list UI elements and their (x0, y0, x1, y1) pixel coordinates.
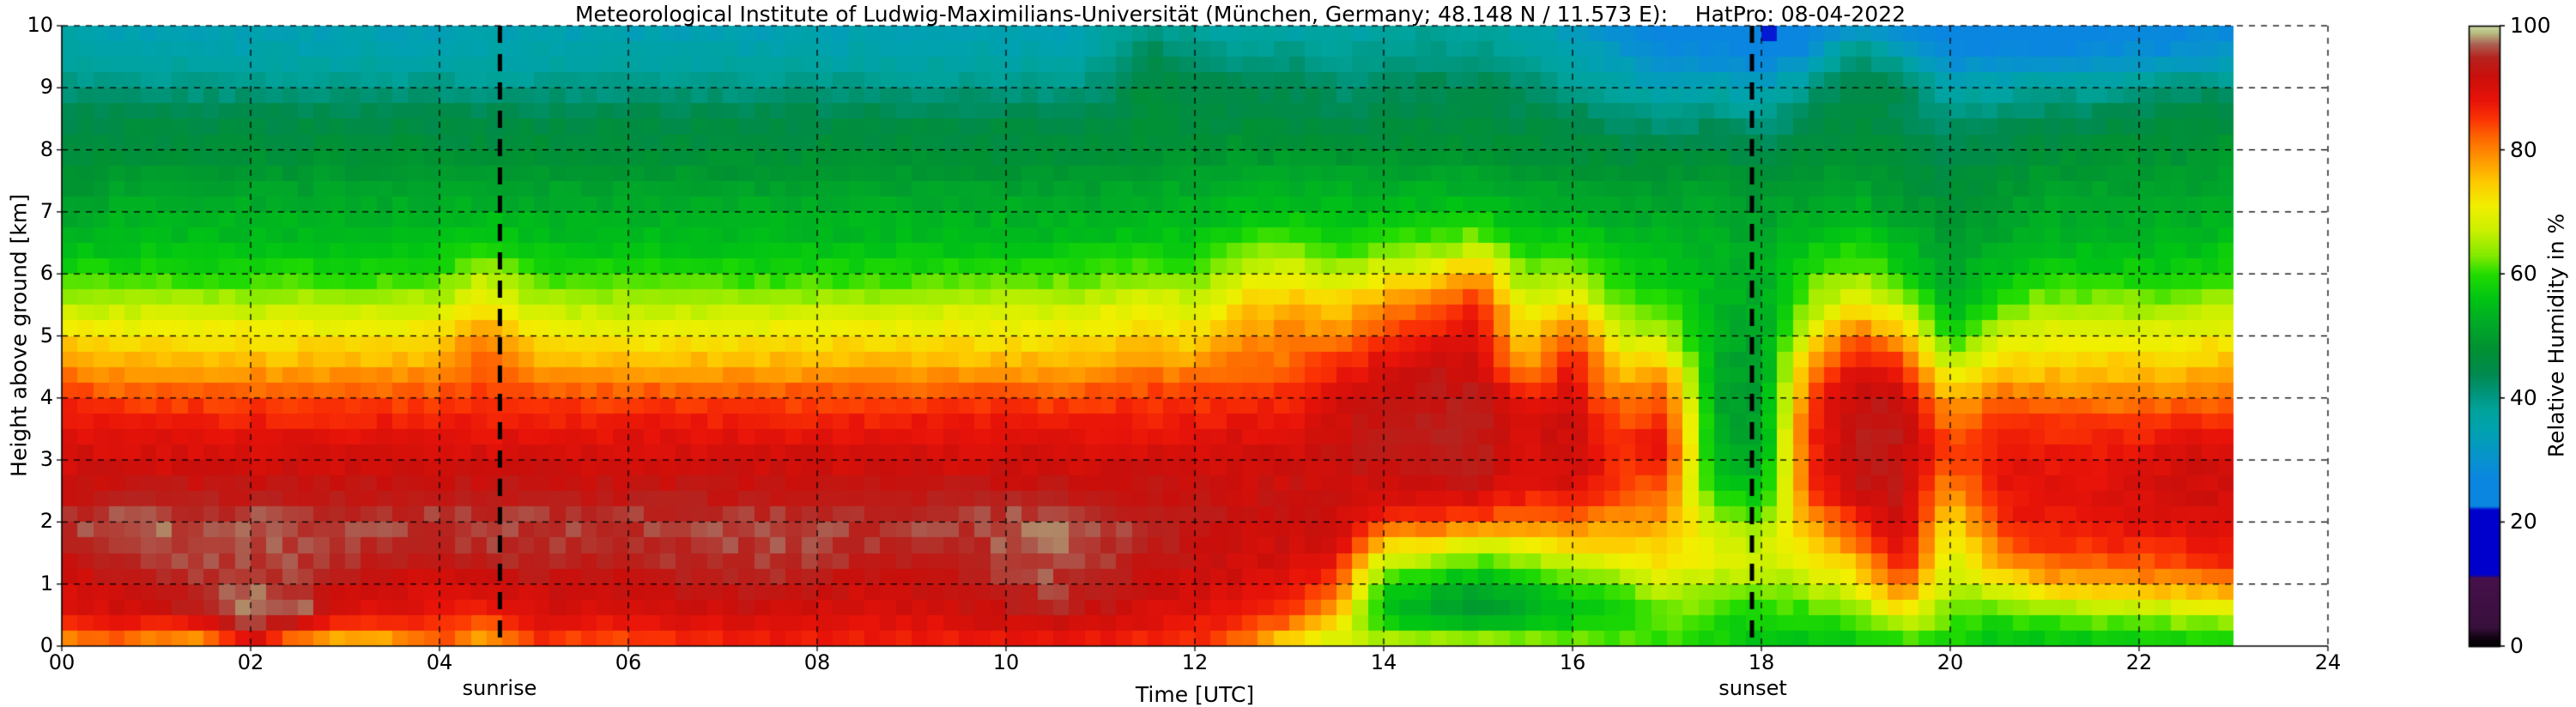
y-tick-label-9: 9 (39, 75, 53, 100)
y-tick-label-3: 3 (39, 447, 53, 472)
x-tick-label-20: 20 (1937, 650, 1964, 674)
x-tick-label-22: 22 (2125, 650, 2153, 674)
colorbar-tick-label-0: 0 (2510, 633, 2524, 658)
x-tick-label-16: 16 (1559, 650, 1586, 674)
y-tick-label-8: 8 (39, 136, 53, 161)
x-tick-label-18: 18 (1748, 650, 1775, 674)
x-axis-label: Time [UTC] (1135, 682, 1255, 707)
sunrise-label: sunrise (462, 676, 537, 700)
x-tick-label-00: 00 (48, 650, 76, 674)
x-tick-label-08: 08 (803, 650, 831, 674)
x-tick-label-10: 10 (992, 650, 1020, 674)
y-tick-label-6: 6 (39, 261, 53, 286)
y-tick-label-1: 1 (39, 571, 53, 595)
y-tick-label-4: 4 (39, 384, 53, 409)
y-tick-label-10: 10 (27, 13, 53, 37)
x-tick-label-14: 14 (1370, 650, 1397, 674)
sunset-label: sunset (1718, 676, 1787, 700)
x-tick-label-24: 24 (2314, 650, 2342, 674)
colorbar-label: Relative Humidity in % (2543, 213, 2569, 458)
colorbar-tick-label-20: 20 (2510, 509, 2537, 535)
x-tick-label-04: 04 (426, 650, 453, 674)
colorbar-tick-label-40: 40 (2510, 384, 2537, 410)
x-tick-label-02: 02 (237, 650, 264, 674)
x-tick-label-12: 12 (1181, 650, 1209, 674)
chart-title: Meteorological Institute of Ludwig-Maxim… (574, 2, 1906, 27)
colorbar-tick-label-100: 100 (2510, 13, 2551, 38)
x-tick-label-06: 06 (615, 650, 642, 674)
y-tick-label-5: 5 (39, 323, 53, 347)
y-tick-label-2: 2 (39, 509, 53, 534)
colorbar-tick-label-60: 60 (2510, 261, 2537, 287)
y-tick-label-7: 7 (39, 198, 53, 223)
y-tick-label-0: 0 (39, 633, 53, 657)
colorbar-tick-label-80: 80 (2510, 136, 2537, 162)
